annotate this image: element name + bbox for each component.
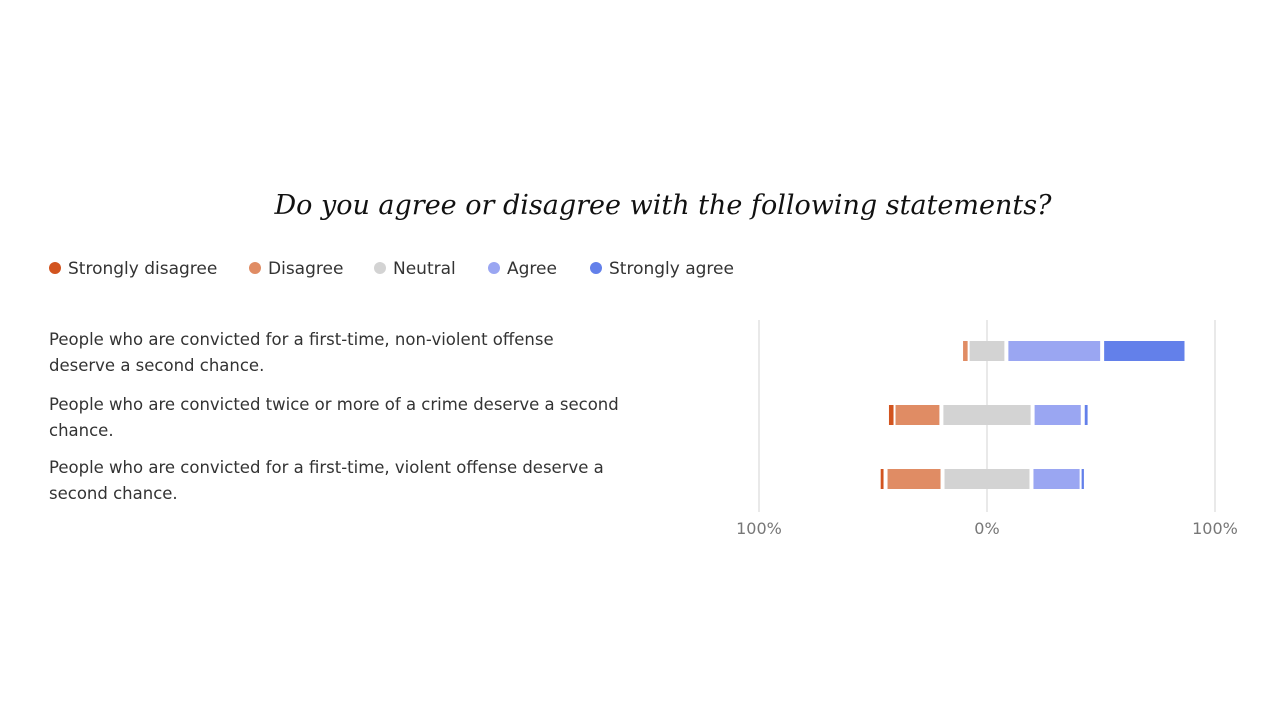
- legend-item-agree: Agree: [488, 257, 557, 281]
- legend-swatch: [488, 262, 500, 274]
- legend-item-disagree: Disagree: [249, 257, 343, 281]
- bar-segment: [1084, 405, 1088, 425]
- row-label-first-time-violent: People who are convicted for a first-tim…: [49, 458, 604, 503]
- row-label-first-time-non-violent: People who are convicted for a first-tim…: [49, 330, 554, 375]
- legend-item-strongly-agree: Strongly agree: [590, 257, 734, 281]
- diverging-bar-chart: 100% 0% 100%: [700, 300, 1260, 554]
- bar-segment: [880, 469, 884, 489]
- bar-segment: [1104, 341, 1185, 361]
- legend-swatch: [374, 262, 386, 274]
- bar-segment: [943, 405, 1031, 425]
- chart-canvas: 100% 0% 100%: [736, 320, 1238, 538]
- bar-segment: [1008, 341, 1101, 361]
- x-tick-label: 0%: [974, 519, 999, 538]
- legend-label: Neutral: [393, 259, 456, 279]
- bar-segment: [895, 405, 940, 425]
- bar-segment: [963, 341, 968, 361]
- legend-swatch: [49, 262, 61, 274]
- legend-item-neutral: Neutral: [374, 257, 456, 281]
- legend-label: Strongly agree: [609, 259, 734, 279]
- legend-label: Strongly disagree: [68, 259, 218, 279]
- legend-item-strongly-disagree: Strongly disagree: [49, 257, 217, 281]
- x-tick-label: 100%: [1192, 519, 1238, 538]
- bar-segment: [888, 405, 894, 425]
- row-label-twice-or-more: People who are convicted twice or more o…: [49, 395, 619, 440]
- legend-swatch: [590, 262, 602, 274]
- chart-title: Do you agree or disagree with the follow…: [274, 190, 1052, 221]
- legend-swatch: [249, 262, 261, 274]
- bar-segment: [1034, 405, 1081, 425]
- bar-segment: [969, 341, 1005, 361]
- bar-segment: [887, 469, 941, 489]
- legend-label: Agree: [507, 259, 557, 279]
- bar-segment: [1081, 469, 1084, 489]
- legend-label: Disagree: [268, 259, 344, 279]
- bar-segment: [944, 469, 1030, 489]
- x-tick-label: 100%: [736, 519, 782, 538]
- bar-segment: [1033, 469, 1080, 489]
